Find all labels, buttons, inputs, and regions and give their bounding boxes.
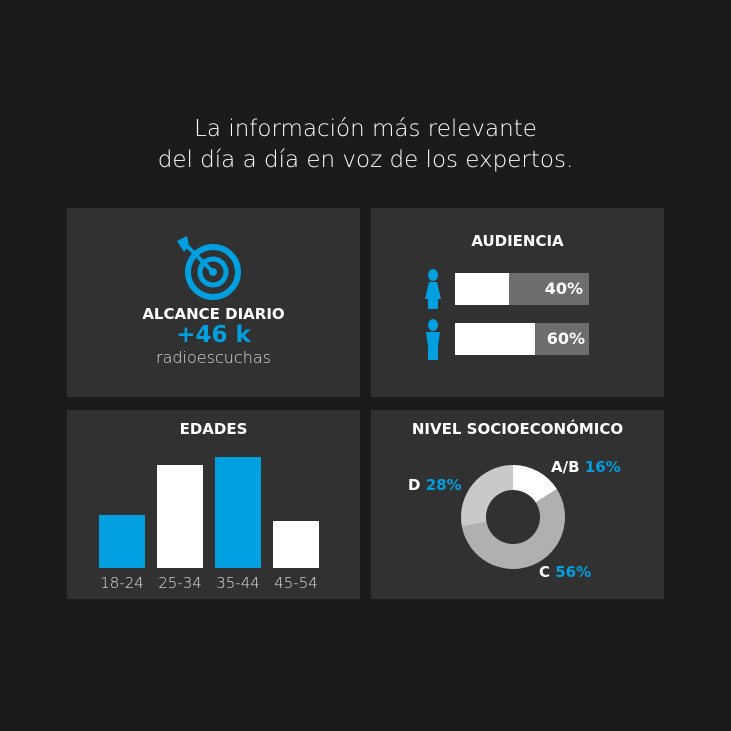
- audience-fill-male: [455, 323, 536, 355]
- ses-slice-ab: [513, 465, 557, 503]
- male-icon: [426, 319, 440, 360]
- female-icon: [425, 269, 441, 309]
- target-arrow-icon: [177, 236, 241, 300]
- age-tick-label: 45-54: [274, 574, 318, 592]
- reach-panel: ALCANCE DIARIO +46 k radioescuchas: [67, 208, 360, 397]
- reach-unit: radioescuchas: [156, 348, 271, 367]
- headline-line-2: del día a día en voz de los expertos.: [157, 147, 574, 173]
- ses-title: NIVEL SOCIOECONÓMICO: [411, 420, 624, 438]
- ses-panel: NIVEL SOCIOECONÓMICO A/B 16% C 56% D 28%: [371, 410, 664, 599]
- age-bar-45-54: [273, 521, 319, 568]
- age-tick-label: 25-34: [158, 574, 202, 592]
- ses-label-c: C 56%: [539, 563, 592, 581]
- audience-title: AUDIENCIA: [471, 232, 564, 250]
- ages-chart: 18-24 25-34 35-44 45-54: [99, 457, 319, 592]
- ses-slice-d: [461, 465, 513, 527]
- ses-donut-chart: [461, 465, 565, 569]
- audience-label-male: 60%: [546, 329, 585, 348]
- audience-bar-male: 60%: [455, 323, 589, 355]
- ses-label-d: D 28%: [408, 476, 462, 494]
- headline-line-1: La información más relevante: [194, 116, 537, 142]
- ages-title: EDADES: [179, 420, 248, 438]
- age-tick-label: 35-44: [216, 574, 260, 592]
- reach-label: ALCANCE DIARIO: [142, 305, 285, 323]
- age-bar-25-34: [157, 465, 203, 568]
- age-tick-label: 18-24: [100, 574, 144, 592]
- audience-panel: AUDIENCIA 40% 60%: [371, 208, 664, 397]
- ages-panel: EDADES 18-24 25-34 35-44 45-54: [67, 410, 360, 599]
- age-bar-18-24: [99, 515, 145, 568]
- audience-fill-female: [455, 273, 509, 305]
- reach-value: +46 k: [176, 322, 251, 348]
- headline: La información más relevante del día a d…: [0, 114, 731, 176]
- ses-slice-c: [461, 489, 565, 569]
- audience-bar-female: 40%: [455, 273, 589, 305]
- audience-label-female: 40%: [544, 279, 583, 298]
- ses-label-ab: A/B 16%: [551, 458, 621, 476]
- age-bar-35-44: [215, 457, 261, 568]
